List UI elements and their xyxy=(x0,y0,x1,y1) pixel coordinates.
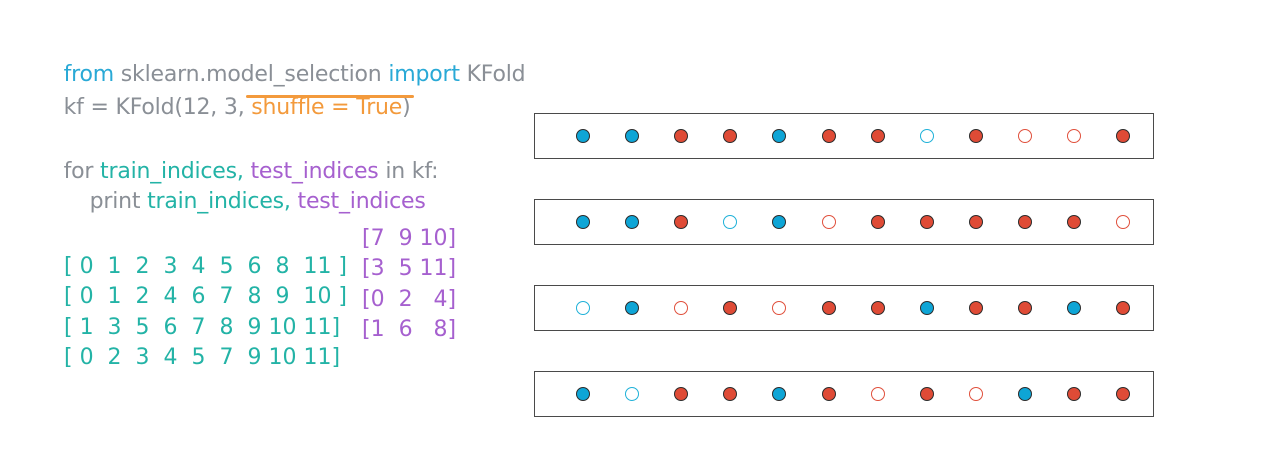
print-test-var: test_indices xyxy=(297,189,426,214)
red-filled-dot xyxy=(1017,215,1032,229)
red-filled-dot xyxy=(723,387,738,401)
blue-filled-dot xyxy=(576,215,590,229)
fold-box-1 xyxy=(534,113,1154,159)
red-filled-dot xyxy=(870,301,885,315)
red-filled-dot xyxy=(723,301,738,315)
red-filled-dot xyxy=(919,215,934,229)
red-filled-dot xyxy=(1116,129,1131,143)
train-indices-output: [ 0 1 2 4 6 7 8 9 10 ] xyxy=(64,284,348,309)
red-hollow-dot xyxy=(968,387,983,401)
red-filled-dot xyxy=(870,129,885,143)
train-indices-output: [ 0 1 2 3 4 5 6 8 11 ] xyxy=(64,254,348,279)
shuffle-argument: shuffle = True xyxy=(251,95,403,120)
red-filled-dot xyxy=(674,387,689,401)
test-var: test_indices xyxy=(250,159,379,184)
blue-filled-dot xyxy=(772,215,787,229)
red-filled-dot xyxy=(821,129,836,143)
class-name: KFold xyxy=(466,62,526,87)
output-row: [ 0 2 3 4 5 7 9 10 11] [1 6 8] xyxy=(50,316,456,400)
blue-filled-dot xyxy=(1067,301,1081,315)
blue-filled-dot xyxy=(1017,387,1032,401)
kfold-call-prefix: kf = KFold(12, 3, xyxy=(63,95,252,120)
test-indices-output: [0 2 4] xyxy=(362,287,457,312)
red-filled-dot xyxy=(1067,215,1081,229)
red-hollow-dot xyxy=(1017,129,1032,143)
keyword-for: for xyxy=(63,159,94,184)
keyword-from: from xyxy=(63,62,115,87)
train-indices-output: [ 1 3 5 6 7 8 9 10 11] xyxy=(64,315,341,340)
blue-filled-dot xyxy=(625,301,640,315)
in-kf: in kf: xyxy=(385,159,439,184)
red-hollow-dot xyxy=(821,215,836,229)
fold-box-4 xyxy=(534,371,1154,417)
red-filled-dot xyxy=(919,387,934,401)
red-filled-dot xyxy=(1116,301,1131,315)
red-filled-dot xyxy=(674,215,689,229)
blue-filled-dot xyxy=(576,129,590,143)
red-filled-dot xyxy=(723,129,738,143)
blue-filled-dot xyxy=(576,387,590,401)
fold-box-3 xyxy=(534,285,1154,331)
output-row: [ 1 3 5 6 7 8 9 10 11] [0 2 4] xyxy=(50,286,456,370)
blue-hollow-dot xyxy=(576,301,590,315)
test-indices-output: [1 6 8] xyxy=(362,317,457,342)
red-hollow-dot xyxy=(1067,129,1081,143)
print-train-var: train_indices, xyxy=(147,189,291,214)
fold-box-2 xyxy=(534,199,1154,245)
code-line-1: from sklearn.model_selection import KFol… xyxy=(50,33,526,89)
red-filled-dot xyxy=(821,387,836,401)
code-line-4: print train_indices, test_indices xyxy=(76,160,426,216)
red-filled-dot xyxy=(968,129,983,143)
blue-hollow-dot xyxy=(723,215,738,229)
blue-filled-dot xyxy=(772,129,787,143)
blue-filled-dot xyxy=(625,129,640,143)
blue-hollow-dot xyxy=(625,387,640,401)
red-hollow-dot xyxy=(870,387,885,401)
code-line-3: for train_indices, test_indices in kf: xyxy=(50,130,439,186)
blue-filled-dot xyxy=(772,387,787,401)
red-filled-dot xyxy=(1017,301,1032,315)
red-hollow-dot xyxy=(1116,215,1131,229)
train-var: train_indices, xyxy=(100,159,244,184)
red-filled-dot xyxy=(968,301,983,315)
blue-filled-dot xyxy=(625,215,640,229)
red-filled-dot xyxy=(674,129,689,143)
code-line-2: kf = KFold(12, 3, shuffle = True) xyxy=(50,66,411,122)
red-hollow-dot xyxy=(674,301,689,315)
keyword-print: print xyxy=(89,189,141,214)
blue-hollow-dot xyxy=(919,129,934,143)
test-indices-output: [3 5 11] xyxy=(362,256,457,281)
red-filled-dot xyxy=(1067,387,1081,401)
module-name: sklearn.model_selection xyxy=(120,62,382,87)
output-row: [ 0 1 2 3 4 5 6 8 11 ] [7 9 10] xyxy=(50,225,456,309)
keyword-import: import xyxy=(388,62,460,87)
red-filled-dot xyxy=(968,215,983,229)
test-indices-output: [7 9 10] xyxy=(362,226,457,251)
train-indices-output: [ 0 2 3 4 5 7 9 10 11] xyxy=(64,345,341,370)
red-filled-dot xyxy=(1116,387,1131,401)
red-filled-dot xyxy=(821,301,836,315)
red-filled-dot xyxy=(870,215,885,229)
kfold-call-suffix: ) xyxy=(402,95,411,120)
red-hollow-dot xyxy=(772,301,787,315)
output-row: [ 0 1 2 4 6 7 8 9 10 ] [3 5 11] xyxy=(50,255,456,339)
blue-filled-dot xyxy=(919,301,934,315)
shuffle-underline xyxy=(246,95,414,98)
